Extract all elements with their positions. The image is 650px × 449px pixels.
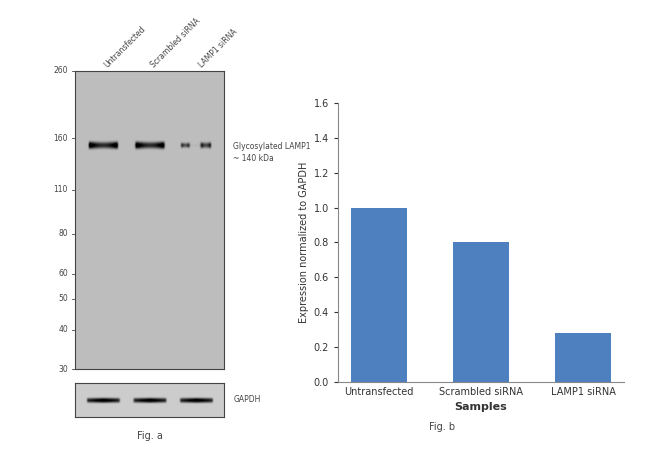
Text: 110: 110 [53, 185, 68, 194]
Text: GAPDH: GAPDH [233, 396, 261, 405]
Text: Scrambled siRNA: Scrambled siRNA [150, 16, 202, 69]
Text: 60: 60 [58, 269, 68, 278]
Y-axis label: Expression normalized to GAPDH: Expression normalized to GAPDH [300, 162, 309, 323]
Text: Fig. b: Fig. b [429, 422, 455, 432]
Text: 160: 160 [53, 133, 68, 142]
Text: 80: 80 [58, 229, 68, 238]
Text: LAMP1 siRNA: LAMP1 siRNA [197, 27, 239, 69]
Text: 30: 30 [58, 365, 68, 374]
Text: 50: 50 [58, 294, 68, 303]
Bar [555, 333, 611, 382]
Bar [453, 242, 509, 382]
Text: Fig. a: Fig. a [136, 431, 162, 440]
Text: Untransfected: Untransfected [102, 24, 147, 69]
X-axis label: Samples: Samples [454, 402, 508, 412]
Text: 260: 260 [53, 66, 68, 75]
Text: Glycosylated LAMP1
~ 140 kDa: Glycosylated LAMP1 ~ 140 kDa [233, 142, 311, 163]
Text: 40: 40 [58, 325, 68, 334]
Bar [351, 207, 407, 382]
